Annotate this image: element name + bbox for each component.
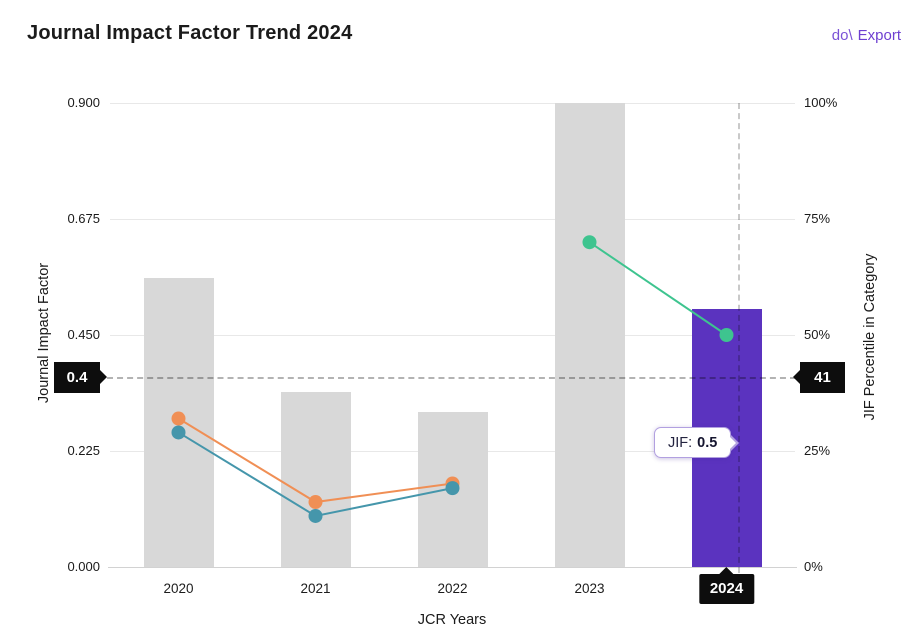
left-axis-tick: 0.000	[67, 559, 100, 574]
reference-jif-value: 0.4	[66, 368, 88, 386]
reference-percentile-value: 41	[814, 368, 831, 386]
percentile-line-green	[588, 241, 728, 336]
jif-tooltip: JIF: 0.5	[654, 427, 740, 458]
reference-percentile-marker: 41	[793, 361, 845, 393]
page-title: Journal Impact Factor Trend 2024	[27, 22, 353, 44]
percentile-line-orange	[177, 417, 453, 504]
right-axis-tick: 25%	[804, 443, 831, 458]
jif-bar-2023[interactable]	[554, 103, 625, 567]
data-point-orange[interactable]	[171, 411, 186, 426]
x-axis-title: JCR Years	[417, 612, 487, 628]
x-tick-label: 2021	[300, 581, 331, 596]
data-point-green[interactable]	[719, 328, 734, 342]
jif-bar-2021[interactable]	[280, 391, 351, 567]
x-axis-line	[108, 567, 797, 568]
data-point-teal[interactable]	[308, 508, 323, 523]
reference-dashed-line	[107, 376, 796, 379]
data-point-teal[interactable]	[171, 425, 186, 440]
data-point-green[interactable]	[582, 235, 597, 250]
tooltip-label: JIF:	[668, 434, 693, 451]
gridline	[110, 335, 795, 336]
line-series-layer	[171, 235, 734, 523]
data-point-orange[interactable]	[308, 495, 323, 510]
left-axis-tick: 0.675	[67, 211, 100, 226]
reference-jif-marker: 0.4	[54, 361, 107, 393]
right-axis-tick: 50%	[804, 327, 831, 342]
x-tick-label: 2022	[437, 581, 468, 596]
right-axis-tick: 0%	[804, 559, 823, 574]
x-tick-label: 2020	[163, 581, 194, 596]
data-point-teal[interactable]	[445, 481, 460, 496]
export-label: Export	[857, 27, 901, 44]
gridline	[110, 103, 795, 104]
right-axis-tick: 75%	[804, 211, 831, 226]
right-axis-title: JIF Percentile in Category	[862, 253, 878, 421]
crosshair-vertical-line	[737, 103, 740, 573]
gridline	[110, 219, 795, 220]
download-icon: do\	[831, 27, 853, 44]
export-button[interactable]: do\ Export	[832, 27, 901, 44]
right-axis-tick: 100%	[804, 95, 838, 110]
tooltip-value: 0.5	[697, 434, 718, 451]
x-tick-label: 2023	[574, 581, 605, 596]
plot-area	[107, 103, 797, 573]
left-axis-tick: 0.900	[67, 95, 100, 110]
left-axis-tick: 0.450	[67, 327, 100, 342]
left-axis-tick: 0.225	[67, 443, 100, 458]
x-tick-label-highlighted[interactable]: 2024	[698, 567, 755, 604]
